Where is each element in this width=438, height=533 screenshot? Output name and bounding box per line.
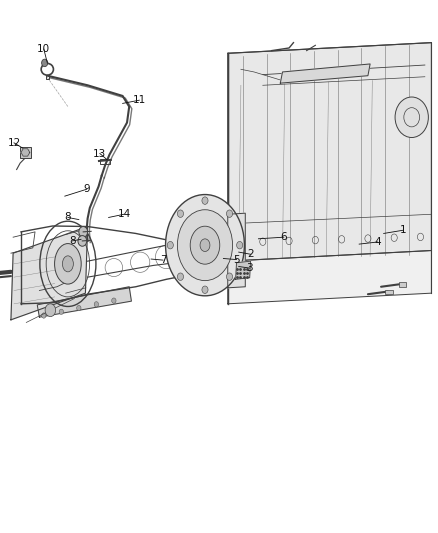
- Ellipse shape: [62, 256, 73, 272]
- Polygon shape: [228, 43, 431, 261]
- Circle shape: [59, 309, 64, 314]
- Polygon shape: [11, 227, 88, 320]
- Text: 1: 1: [399, 225, 406, 235]
- Text: 13: 13: [93, 149, 106, 158]
- Ellipse shape: [200, 239, 210, 252]
- Circle shape: [78, 236, 87, 246]
- Text: 14: 14: [117, 209, 131, 219]
- Circle shape: [42, 59, 48, 67]
- Circle shape: [177, 273, 184, 280]
- Ellipse shape: [55, 244, 81, 284]
- Polygon shape: [228, 251, 431, 304]
- Polygon shape: [21, 149, 30, 156]
- Ellipse shape: [166, 195, 244, 296]
- Text: 2: 2: [247, 249, 254, 259]
- Circle shape: [202, 286, 208, 294]
- Polygon shape: [37, 287, 131, 317]
- Circle shape: [177, 210, 184, 217]
- Circle shape: [112, 298, 116, 303]
- Circle shape: [167, 241, 173, 249]
- Polygon shape: [280, 64, 370, 83]
- Text: 8: 8: [69, 236, 76, 246]
- Circle shape: [202, 197, 208, 204]
- FancyBboxPatch shape: [385, 290, 393, 294]
- Text: 4: 4: [374, 237, 381, 247]
- Ellipse shape: [190, 226, 220, 264]
- Polygon shape: [236, 261, 251, 279]
- FancyBboxPatch shape: [399, 282, 406, 287]
- Text: 5: 5: [233, 255, 240, 264]
- Polygon shape: [228, 213, 245, 288]
- Circle shape: [226, 273, 233, 280]
- Text: 7: 7: [159, 255, 166, 265]
- Circle shape: [45, 304, 56, 317]
- Bar: [100, 159, 110, 164]
- Text: 9: 9: [83, 184, 90, 194]
- Text: 8: 8: [64, 213, 71, 222]
- Circle shape: [94, 302, 99, 307]
- Text: 10: 10: [37, 44, 50, 54]
- Text: 3: 3: [246, 263, 253, 273]
- Text: 11: 11: [133, 95, 146, 105]
- Circle shape: [77, 305, 81, 311]
- Circle shape: [42, 313, 46, 318]
- Text: 12: 12: [7, 138, 21, 148]
- Text: 6: 6: [280, 232, 287, 242]
- Circle shape: [395, 97, 428, 138]
- Bar: [20, 147, 31, 158]
- Circle shape: [79, 227, 88, 237]
- Circle shape: [237, 241, 243, 249]
- Ellipse shape: [177, 209, 233, 280]
- Circle shape: [226, 210, 233, 217]
